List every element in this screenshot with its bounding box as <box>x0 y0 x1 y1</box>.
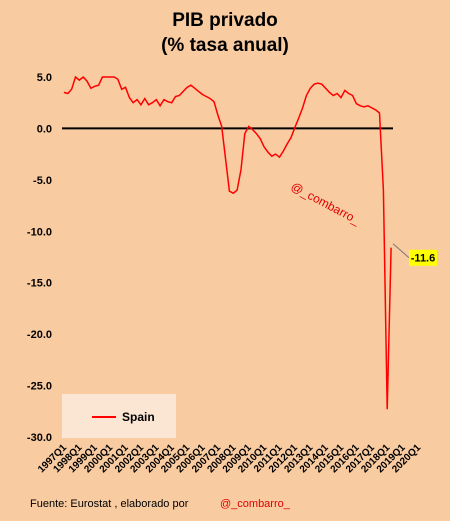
chart-title: PIB privado <box>172 10 278 31</box>
legend: Spain <box>62 394 176 438</box>
legend-label: Spain <box>122 410 155 424</box>
legend-box <box>62 394 176 438</box>
y-tick-label: -10.0 <box>27 226 52 238</box>
chart-subtitle: (% tasa anual) <box>161 35 289 56</box>
y-tick-label: -15.0 <box>27 278 52 290</box>
footer-handle: @_combarro_ <box>220 498 290 510</box>
y-tick-label: 0.0 <box>37 123 52 135</box>
watermark: @_combarro_ <box>289 179 363 227</box>
y-tick-label: -5.0 <box>33 175 52 187</box>
y-tick-label: 5.0 <box>37 72 52 84</box>
end-label-leader <box>392 243 410 259</box>
end-label-box <box>409 249 437 266</box>
series-line-spain <box>63 75 392 410</box>
y-tick-label: -30.0 <box>27 432 52 444</box>
y-tick-label: -20.0 <box>27 329 52 341</box>
y-tick-label: -25.0 <box>27 381 52 393</box>
y-axis: 5.0 0.0 -5.0 -10.0 -15.0 -20.0 -25.0 -30.0 <box>27 72 52 444</box>
footer-source: Fuente: Eurostat , elaborado por <box>30 498 189 510</box>
end-label-group: -11.6 <box>392 243 437 266</box>
end-label: -11.6 <box>411 253 435 265</box>
x-axis: 1997Q11998Q11999Q12000Q12001Q12002Q12003… <box>36 442 423 475</box>
